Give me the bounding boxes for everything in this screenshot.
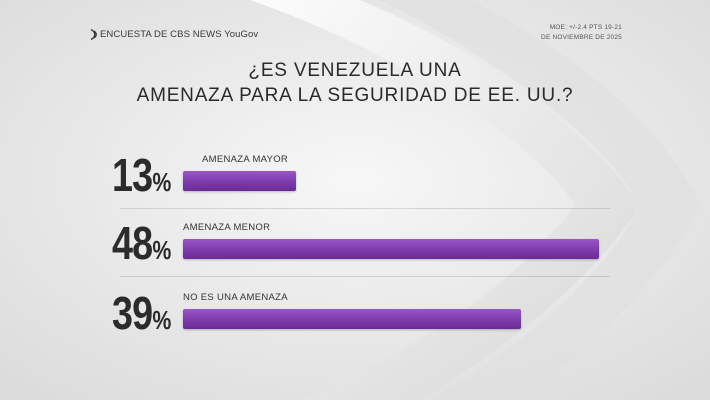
bar	[183, 239, 599, 259]
brand: ENCUESTA DE CBS NEWS YouGov	[90, 29, 258, 40]
cbs-eye-icon	[90, 29, 97, 40]
value-number: 13	[112, 149, 153, 201]
bar	[183, 171, 296, 191]
value-number: 39	[112, 287, 153, 339]
title-line-1: ¿ES VENEZUELA UNA	[248, 60, 462, 81]
bar	[183, 309, 521, 329]
value-number: 48	[112, 217, 153, 269]
moe-line-2: DE NOVIEMBRE DE 2025	[541, 34, 622, 41]
chart-title: ¿ES VENEZUELA UNA AMENAZA PARA LA SEGURI…	[0, 58, 710, 108]
percent-sign: %	[152, 167, 172, 197]
category-label: AMENAZA MENOR	[183, 222, 271, 233]
value-label: 39%	[112, 286, 171, 340]
value-label: 13%	[112, 148, 171, 202]
row-divider	[120, 208, 610, 209]
moe-line-1: MOE: +/-2.4 PTS 19-21	[549, 24, 622, 31]
category-label: NO ES UNA AMENAZA	[183, 292, 288, 303]
category-label: AMENAZA MAYOR	[202, 154, 289, 165]
percent-sign: %	[152, 235, 172, 265]
value-label: 48%	[112, 216, 171, 270]
brand-label: ENCUESTA DE CBS NEWS YouGov	[100, 29, 259, 40]
row-divider	[120, 276, 610, 277]
percent-sign: %	[152, 305, 172, 335]
title-line-2: AMENAZA PARA LA SEGURIDAD DE EE. UU.?	[136, 85, 574, 106]
margin-of-error: MOE: +/-2.4 PTS 19-21 DE NOVIEMBRE DE 20…	[541, 23, 622, 43]
